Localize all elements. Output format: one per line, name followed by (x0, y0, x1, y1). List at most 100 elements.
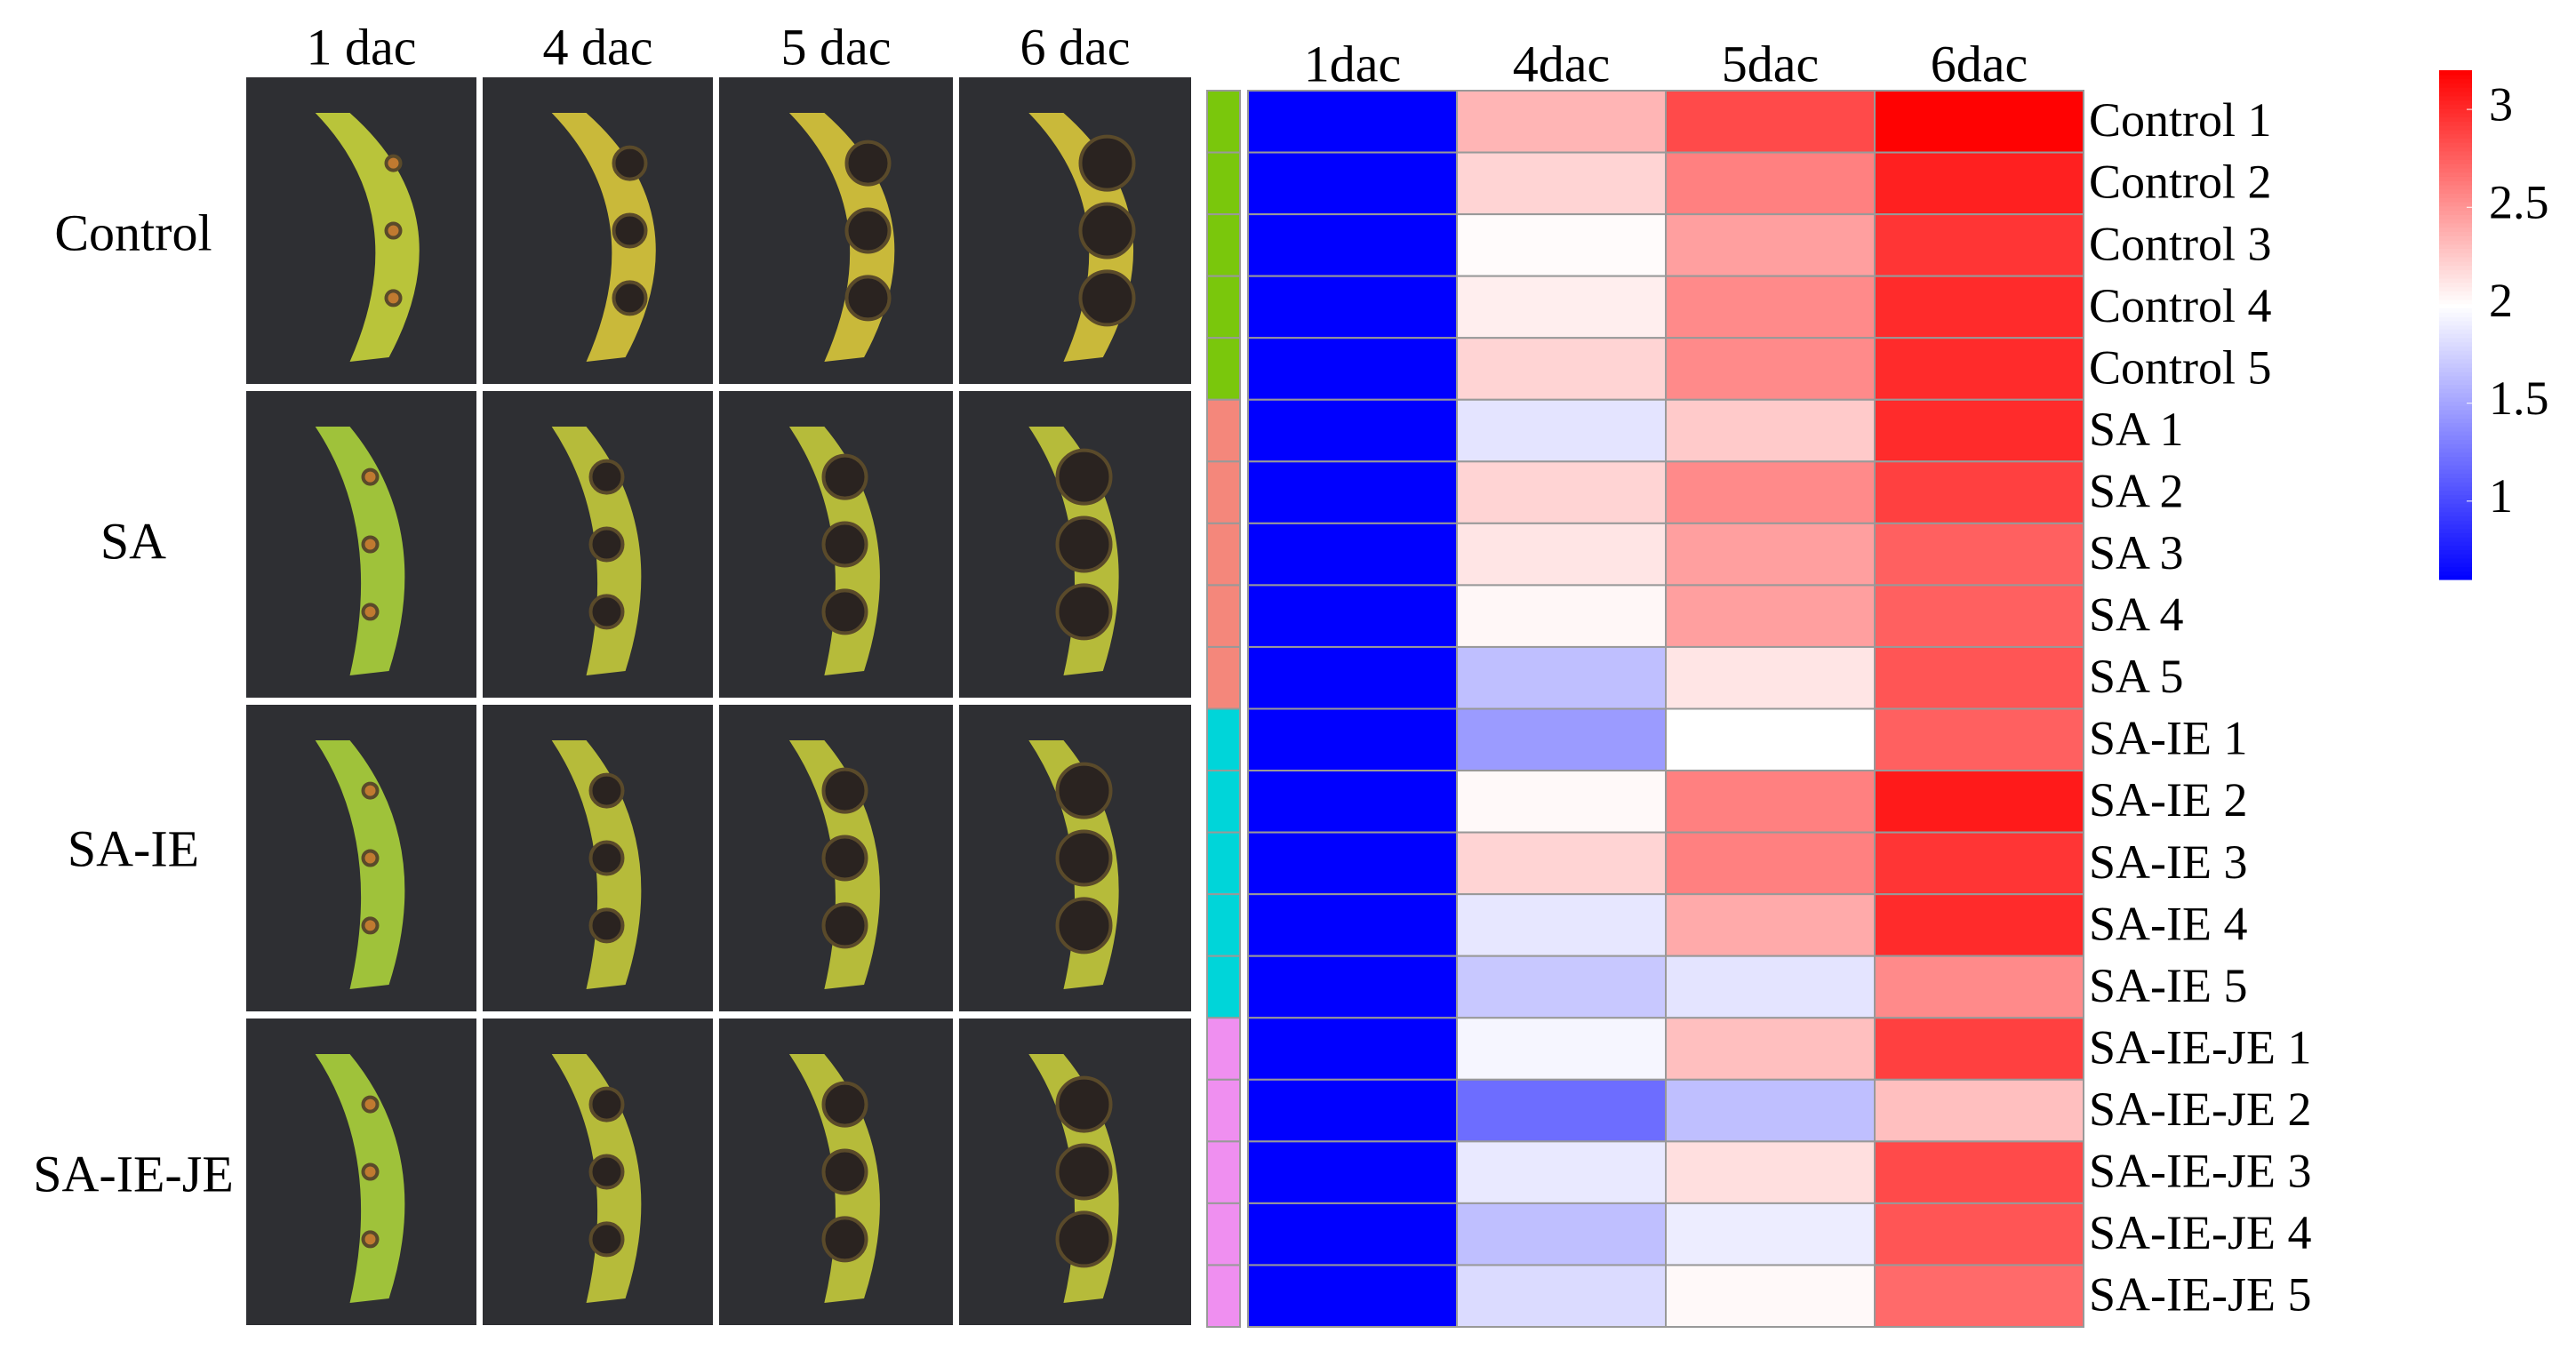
heatmap-cell (1456, 275, 1667, 340)
lesion (588, 772, 625, 809)
colorbar-segment (2439, 274, 2472, 279)
row-label: Control 3 (2089, 217, 2272, 270)
photo-row-label: Control (54, 204, 212, 261)
heatmap-cell (1456, 90, 1667, 154)
row-label: SA-IE-JE 5 (2089, 1268, 2311, 1322)
lesion (361, 849, 380, 867)
row-annotation (1206, 707, 1241, 772)
lesion (821, 588, 868, 635)
heatmap-cell (1456, 337, 1667, 401)
colorbar-segment (2439, 295, 2472, 300)
photo (959, 705, 1191, 1011)
colorbar-segment (2439, 443, 2472, 449)
row-annotation (1206, 1078, 1241, 1143)
colorbar-segment (2439, 324, 2472, 330)
row-label: SA-IE 4 (2089, 897, 2247, 950)
colorbar-segment (2439, 236, 2472, 241)
row-label: SA 3 (2089, 526, 2184, 579)
colorbar-segment (2439, 549, 2472, 555)
heatmap-cell (1247, 893, 1458, 957)
lesion (361, 1162, 380, 1181)
colorbar-segment (2439, 202, 2472, 207)
row-annotation (1206, 90, 1241, 154)
colorbar-segment (2439, 87, 2472, 92)
lesion (588, 594, 625, 630)
heatmap-cell (1247, 90, 1458, 154)
row-annotation (1206, 645, 1241, 710)
heatmap-cell (1874, 770, 2084, 834)
lesion (1055, 583, 1113, 641)
colorbar-segment (2439, 146, 2472, 152)
heatmap-cell (1874, 337, 2084, 401)
colorbar-segment (2439, 188, 2472, 195)
colorbar-segment (2439, 260, 2472, 267)
row-label: Control 2 (2089, 156, 2272, 209)
colorbar-segment (2439, 184, 2472, 190)
lesion (821, 902, 868, 949)
photo (959, 1018, 1191, 1325)
heatmap-cell (1247, 522, 1458, 587)
lesion (612, 145, 648, 181)
colorbar-segment (2439, 125, 2472, 131)
heatmap-cell (1665, 275, 1876, 340)
colorbar-segment (2439, 388, 2472, 394)
heatmap-cell (1456, 770, 1667, 834)
photo (719, 391, 953, 698)
row-label: SA-IE-JE 2 (2089, 1082, 2311, 1136)
heatmap-cell (1665, 151, 1876, 216)
colorbar-segment (2439, 244, 2472, 250)
lesion (588, 1086, 625, 1122)
colorbar-segment (2439, 494, 2472, 499)
row-label: SA-IE-JE 3 (2089, 1145, 2311, 1198)
colorbar-segment (2439, 392, 2472, 398)
photo-column-label: 1 dac (307, 18, 417, 76)
colorbar-segment (2439, 197, 2472, 203)
lesion (821, 1081, 868, 1128)
heatmap-cell (1874, 1264, 2084, 1328)
heatmap-cell (1456, 1140, 1667, 1204)
colorbar-segment (2439, 222, 2472, 228)
heatmap-cell (1247, 1140, 1458, 1204)
heatmap-cell (1874, 522, 2084, 587)
lesion (844, 140, 892, 187)
heatmap-cell (1247, 1017, 1458, 1081)
photo-row-label: SA (100, 512, 166, 570)
row-annotation (1206, 1017, 1241, 1081)
heatmap-cell (1665, 337, 1876, 401)
colorbar-segment (2439, 562, 2472, 568)
heatmap-cell (1874, 213, 2084, 277)
colorbar-segment (2439, 78, 2472, 84)
column-label: 5dac (1722, 35, 1820, 92)
colorbar-segment (2439, 83, 2472, 88)
photo-column-label: 6 dac (1020, 18, 1131, 76)
colorbar-segment (2439, 341, 2472, 347)
heatmap-cell (1456, 398, 1667, 463)
heatmap-cell (1247, 707, 1458, 772)
heatmap-cell (1456, 522, 1667, 587)
row-annotation (1206, 1202, 1241, 1266)
lesion (821, 767, 868, 814)
colorbar-segment (2439, 358, 2472, 364)
row-annotation (1206, 522, 1241, 587)
heatmap-cell (1874, 707, 2084, 772)
colorbar-segment (2439, 566, 2472, 572)
colorbar-segment (2439, 214, 2472, 220)
colorbar-segment (2439, 121, 2472, 126)
row-annotation (1206, 275, 1241, 340)
colorbar-segment (2439, 511, 2472, 516)
lesion (384, 289, 403, 308)
colorbar-segment (2439, 485, 2472, 491)
lesion (821, 521, 868, 568)
colorbar-segment (2439, 167, 2472, 173)
heatmap-cell (1665, 460, 1876, 524)
colorbar-segment (2439, 401, 2472, 406)
colorbar-segment (2439, 507, 2472, 513)
colorbar-segment (2439, 554, 2472, 559)
heatmap-cell (1456, 831, 1667, 896)
lesion (821, 1148, 868, 1195)
heatmap-cell (1874, 1140, 2084, 1204)
colorbar-segment (2439, 363, 2472, 368)
photo-column-label: 4 dac (543, 18, 653, 76)
row-label: SA-IE-JE 4 (2089, 1206, 2311, 1259)
